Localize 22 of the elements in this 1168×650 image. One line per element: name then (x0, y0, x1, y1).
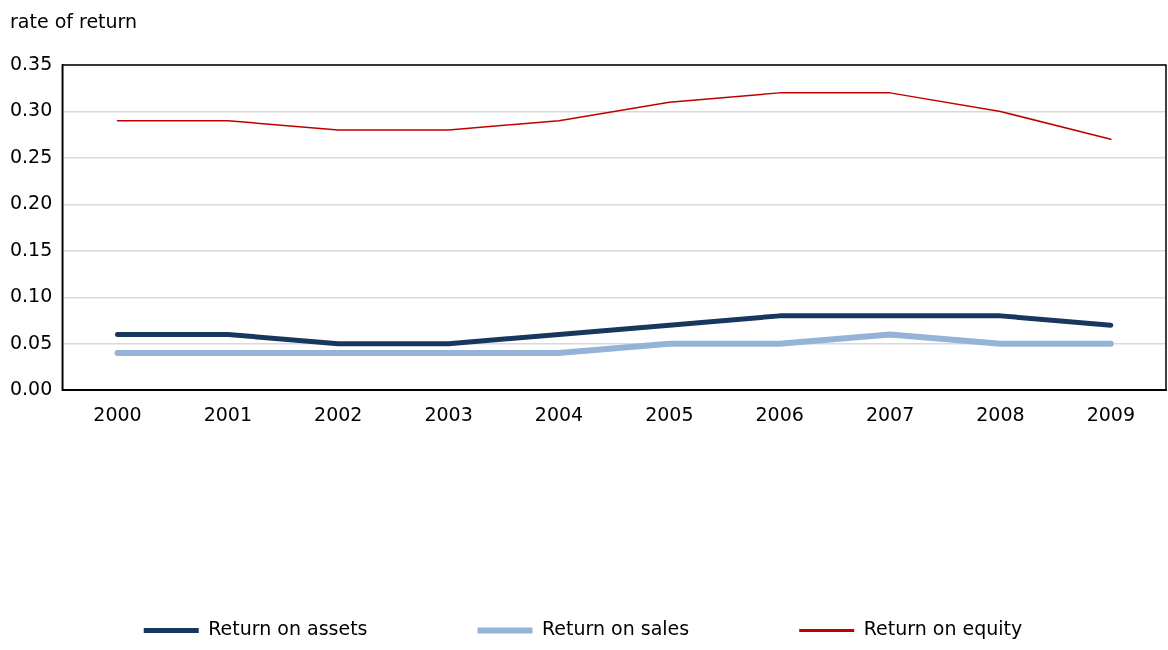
x-tick-label: 2002 (314, 402, 363, 425)
x-tick-label: 2003 (424, 402, 473, 425)
y-tick-label: 0.10 (9, 284, 53, 307)
y-tick-label: 0.20 (9, 191, 53, 214)
legend-label: Return on sales (542, 617, 690, 640)
y-tick-label: 0.00 (9, 377, 53, 400)
x-tick-label: 2007 (865, 402, 915, 425)
x-tick-label: 2004 (534, 402, 584, 425)
x-tick-label: 2006 (755, 402, 804, 425)
x-tick-label: 2000 (93, 402, 142, 425)
y-axis-title: rate of return (10, 10, 138, 32)
x-tick-label: 2001 (203, 402, 253, 425)
y-tick-label: 0.15 (9, 237, 53, 260)
legend-label: Return on equity (863, 617, 1023, 640)
legend-label: Return on assets (208, 617, 368, 640)
x-tick-label: 2008 (976, 402, 1025, 425)
y-tick-label: 0.30 (9, 98, 53, 121)
y-tick-label: 0.25 (9, 144, 53, 167)
y-tick-label: 0.05 (9, 330, 53, 353)
x-tick-label: 2009 (1086, 402, 1135, 425)
y-tick-label: 0.35 (9, 51, 53, 74)
x-tick-label: 2005 (645, 402, 694, 425)
